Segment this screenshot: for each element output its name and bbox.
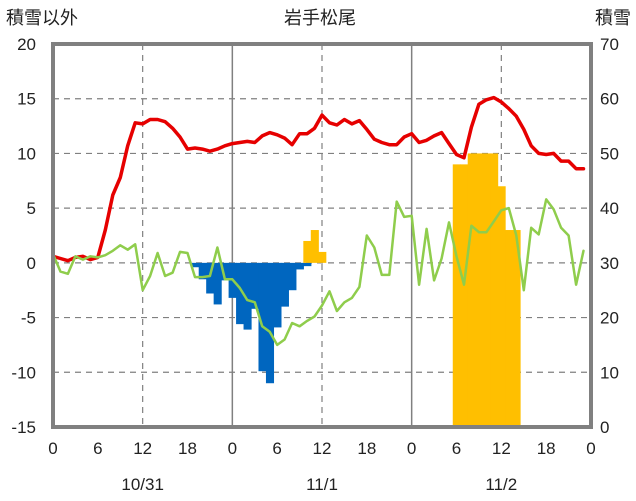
bar-series xyxy=(191,153,521,427)
right-y-tick-label: 10 xyxy=(600,363,619,382)
left-y-ticks: -15 -10 -5 0 5 10 15 20 xyxy=(11,35,36,437)
blue-bar xyxy=(251,262,260,309)
x-tick-label: 0 xyxy=(586,439,595,458)
orange-bar xyxy=(303,240,312,263)
blue-bar xyxy=(236,262,245,325)
blue-bar xyxy=(295,262,304,270)
left-y-tick-label: 10 xyxy=(17,144,36,163)
x-tick-label: 18 xyxy=(537,439,556,458)
left-y-tick-label: -5 xyxy=(21,309,36,328)
x-tick-label: 18 xyxy=(357,439,376,458)
x-tick-label: 0 xyxy=(228,439,237,458)
blue-bar xyxy=(258,262,267,372)
left-y-tick-label: 15 xyxy=(17,90,36,109)
x-tick-label: 12 xyxy=(313,439,332,458)
left-y-tick-label: 20 xyxy=(17,35,36,54)
x-tick-label: 12 xyxy=(492,439,511,458)
orange-bar xyxy=(452,164,461,427)
blue-bar xyxy=(221,262,230,281)
blue-bar xyxy=(303,262,312,267)
x-ticks: 0 6 12 18 0 6 12 18 0 6 12 18 0 xyxy=(48,439,595,458)
left-y-tick-label: 0 xyxy=(27,254,36,273)
blue-bar xyxy=(206,262,215,294)
orange-bar xyxy=(482,153,491,427)
x-tick-label: 6 xyxy=(93,439,102,458)
right-y-tick-label: 20 xyxy=(600,309,619,328)
x-tick-label: 0 xyxy=(48,439,57,458)
gridlines xyxy=(53,44,591,427)
left-y-tick-label: -15 xyxy=(11,418,36,437)
orange-bar xyxy=(318,251,327,263)
blue-bar xyxy=(273,262,282,328)
orange-bar xyxy=(467,153,476,427)
blue-bar xyxy=(280,262,289,307)
right-y-tick-label: 70 xyxy=(600,35,619,54)
green-line xyxy=(51,198,585,347)
x-tick-label: 18 xyxy=(178,439,197,458)
right-y-tick-label: 40 xyxy=(600,199,619,218)
plot-frame xyxy=(51,42,593,429)
orange-bar xyxy=(505,230,514,427)
left-axis-label: 積雪以外 xyxy=(6,8,78,28)
date-label: 11/2 xyxy=(485,475,517,494)
right-y-tick-label: 30 xyxy=(600,254,619,273)
blue-bar xyxy=(288,262,297,291)
x-tick-label: 6 xyxy=(452,439,461,458)
x-tick-label: 12 xyxy=(133,439,152,458)
right-y-tick-label: 50 xyxy=(600,144,619,163)
left-y-tick-label: 5 xyxy=(27,199,36,218)
date-label: 11/1 xyxy=(306,475,338,494)
blue-bar xyxy=(243,262,252,330)
orange-bar xyxy=(497,186,506,427)
right-y-ticks: 0 10 20 30 40 50 60 70 xyxy=(600,35,619,437)
blue-bar xyxy=(198,262,207,280)
x-tick-label: 6 xyxy=(272,439,281,458)
chart-title: 岩手松尾 xyxy=(284,8,356,28)
blue-bar xyxy=(213,262,222,305)
x-tick-label: 0 xyxy=(407,439,416,458)
orange-bar xyxy=(490,153,499,427)
left-y-tick-label: -10 xyxy=(11,363,36,382)
red-line xyxy=(51,95,586,263)
date-label: 10/31 xyxy=(121,475,164,494)
orange-bar xyxy=(512,230,521,427)
orange-bar xyxy=(310,230,319,263)
right-y-tick-label: 60 xyxy=(600,90,619,109)
blue-bar xyxy=(265,262,275,384)
orange-bar xyxy=(460,164,469,427)
right-axis-label: 積雪 xyxy=(595,8,631,28)
orange-bar xyxy=(475,153,484,427)
blue-bar xyxy=(191,262,200,268)
date-labels: 10/31 11/1 11/2 xyxy=(121,475,517,494)
right-y-tick-label: 0 xyxy=(600,418,609,437)
